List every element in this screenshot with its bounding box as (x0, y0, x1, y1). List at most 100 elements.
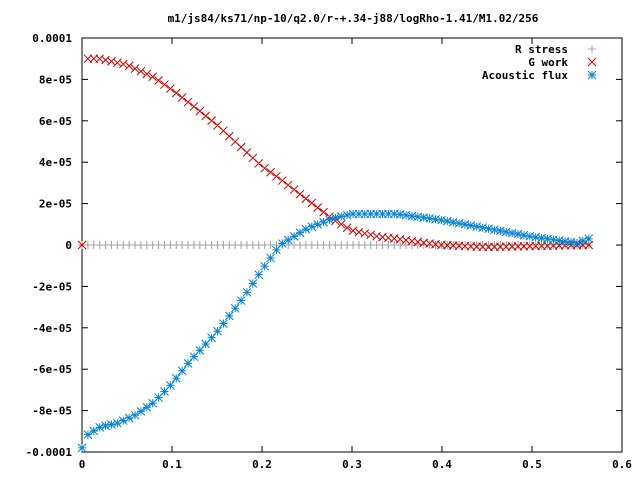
y-tick-label: -0.0001 (26, 446, 73, 459)
data-point (225, 312, 233, 320)
data-point (337, 212, 345, 220)
data-point (296, 190, 304, 198)
chart-title: m1/js84/ks71/np-10/q2.0/r-+.34-j88/logRh… (168, 12, 539, 25)
legend-marker (588, 45, 596, 53)
data-point (302, 195, 310, 203)
legend-marker (588, 71, 596, 79)
data-point (143, 403, 151, 411)
data-point (355, 228, 363, 236)
data-point (78, 444, 86, 452)
data-point (473, 223, 481, 231)
legend-label: R stress (515, 43, 568, 56)
data-point (190, 103, 198, 111)
data-point (208, 117, 216, 125)
data-point (485, 225, 493, 233)
axes-layer: 0 0.1 0.2 0.3 0.4 0.5 0.6 -0.0001 -8e-05 -6e-05 -4… (26, 32, 633, 471)
y-tick-label: 4e-05 (39, 156, 72, 169)
data-point (490, 226, 498, 234)
data-point (496, 227, 504, 235)
data-point (320, 208, 328, 216)
data-point (367, 231, 375, 239)
data-point (113, 59, 121, 67)
data-point (314, 204, 322, 212)
data-point (267, 254, 275, 262)
data-point (308, 199, 316, 207)
data-point (361, 229, 369, 237)
x-tick-label: 0.3 (342, 458, 362, 471)
y-tick-label: 8e-05 (39, 73, 72, 86)
x-tick-label: 0.6 (612, 458, 632, 471)
data-point (331, 214, 339, 222)
data-point (160, 81, 168, 89)
data-point (443, 217, 451, 225)
legend-label: G work (528, 56, 568, 69)
y-tick-label: -6e-05 (32, 363, 72, 376)
data-point (119, 60, 127, 68)
data-point (455, 219, 463, 227)
y-tick-label: -8e-05 (32, 405, 72, 418)
data-point (202, 112, 210, 120)
x-tick-label: 0.5 (522, 458, 542, 471)
x-tick-label: 0.2 (252, 458, 272, 471)
data-point (467, 221, 475, 229)
data-point (178, 367, 186, 375)
y-tick-label: -2e-05 (32, 280, 72, 293)
data-point (502, 228, 510, 236)
data-point (166, 381, 174, 389)
x-tick-label: 0 (79, 458, 86, 471)
data-point (579, 237, 587, 245)
data-point (96, 55, 104, 63)
data-point (237, 297, 245, 305)
data-point (573, 239, 581, 247)
data-point (184, 98, 192, 106)
data-point (508, 229, 516, 237)
data-point (520, 231, 528, 239)
y-tick-label: 0 (65, 239, 72, 252)
data-point (178, 94, 186, 102)
y-tick-label: 2e-05 (39, 198, 72, 211)
data-point (479, 224, 487, 232)
data-point (272, 172, 280, 180)
data-point (255, 271, 263, 279)
data-point (449, 218, 457, 226)
data-point (166, 85, 174, 93)
data-point (172, 89, 180, 97)
data-point (243, 288, 251, 296)
data-point (314, 220, 322, 228)
data-point (325, 216, 333, 224)
data-point (437, 216, 445, 224)
data-point (107, 421, 115, 429)
data-point (172, 374, 180, 382)
data-point (461, 220, 469, 228)
data-point (290, 186, 298, 194)
x-tick-label: 0.1 (162, 458, 182, 471)
x-tick-label: 0.4 (432, 458, 452, 471)
series-r-stress (78, 241, 593, 249)
data-point (102, 56, 110, 64)
data-point (196, 107, 204, 115)
data-point (102, 422, 110, 430)
y-tick-label: 0.0001 (32, 32, 72, 45)
data-point (284, 181, 292, 189)
data-point (131, 411, 139, 419)
data-point (343, 211, 351, 219)
data-point (107, 57, 115, 65)
legend-label: Acoustic flux (482, 69, 568, 82)
data-point (261, 164, 269, 172)
legend-marker (588, 58, 596, 66)
data-point (137, 407, 145, 415)
data-point (214, 327, 222, 335)
y-tick-label: -4e-05 (32, 322, 72, 335)
data-point (261, 262, 269, 270)
data-point (514, 230, 522, 238)
data-point (231, 304, 239, 312)
data-point (249, 279, 257, 287)
data-point (255, 159, 263, 167)
y-tick-label: 6e-05 (39, 115, 72, 128)
data-point (184, 359, 192, 367)
data-point (320, 218, 328, 226)
data-point (585, 235, 593, 243)
data-point (96, 423, 104, 431)
